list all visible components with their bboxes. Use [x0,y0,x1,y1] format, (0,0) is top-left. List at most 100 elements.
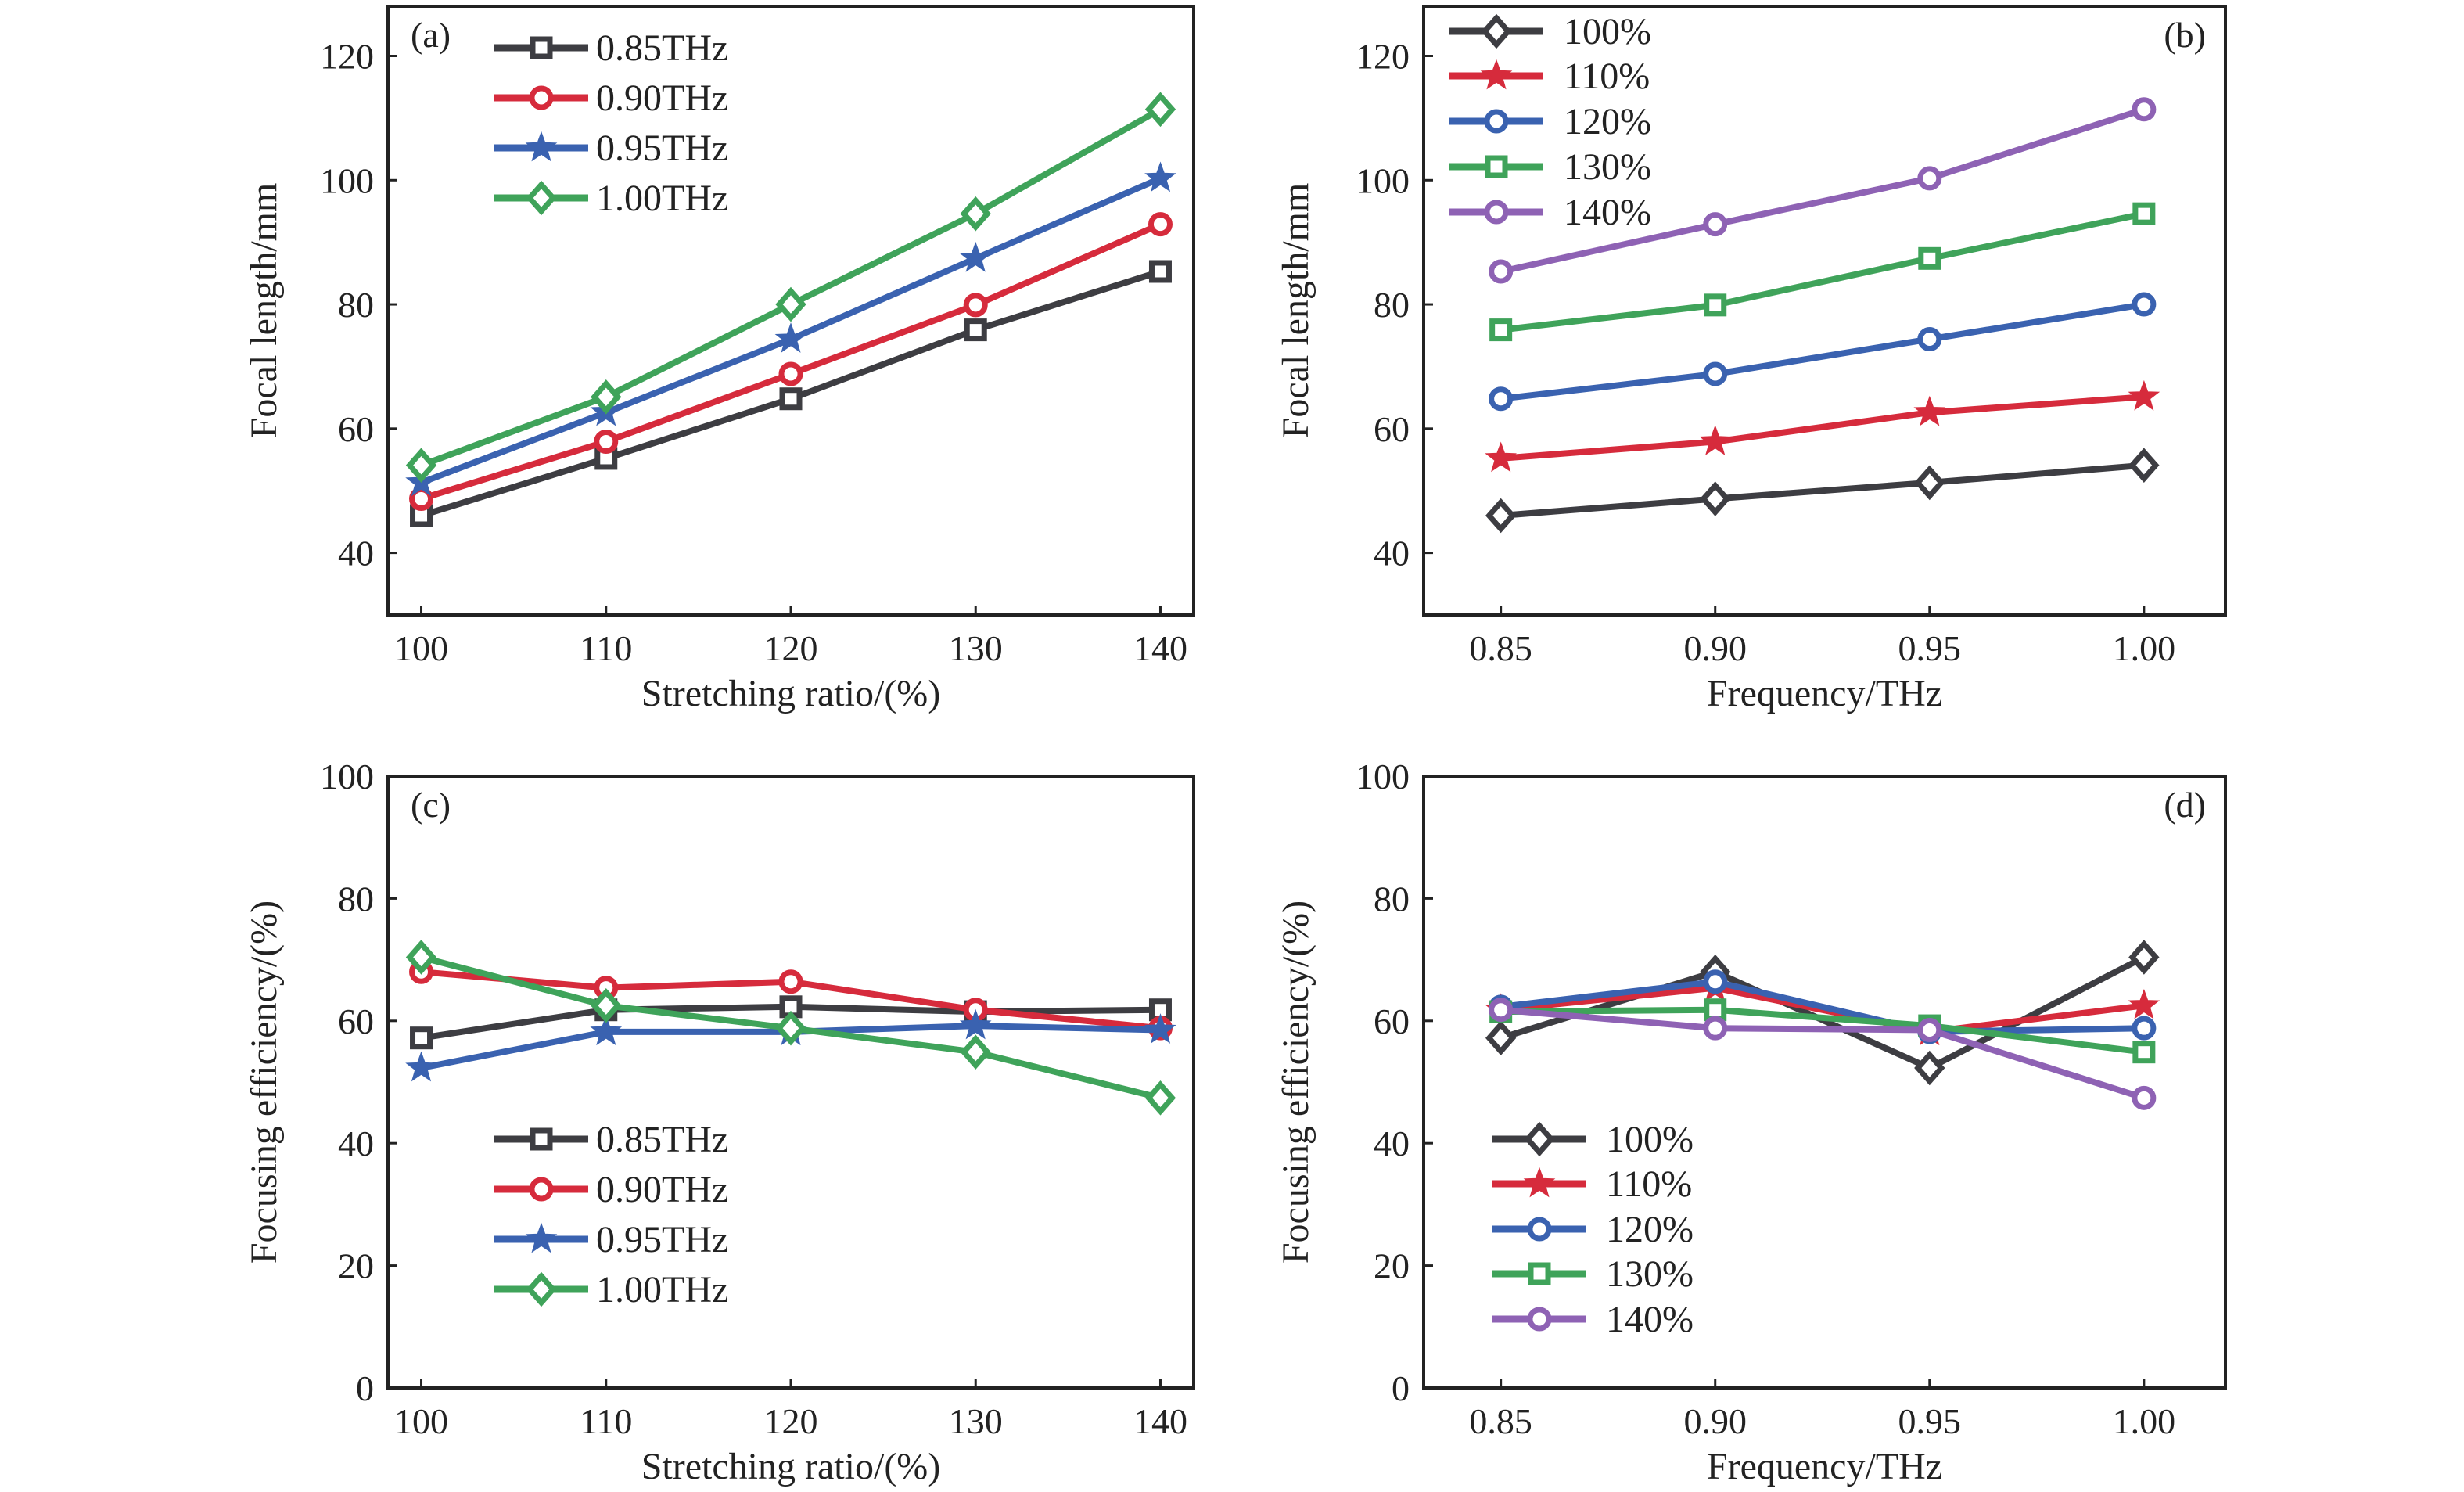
x-tick-label: 130 [949,628,1003,668]
data-point [1913,395,1946,426]
series-140 [1489,97,2157,284]
data-point [778,361,803,386]
x-tick-label: 100 [394,628,448,668]
square-marker-icon [1485,155,1508,178]
data-point [2132,1016,2157,1041]
x-tick-label: 1.00 [2113,1401,2176,1441]
legend-label: 110% [1564,56,1650,97]
x-tick-label: 0.85 [1469,1401,1532,1441]
panel-label: (a) [411,15,451,55]
legend-item: 130% [1492,1253,1694,1295]
data-point [1148,260,1172,283]
data-point [1489,386,1514,412]
y-tick-label: 80 [1374,285,1410,325]
panel-label: (c) [411,785,451,825]
data-point [1489,259,1514,284]
circle-marker-icon [1484,200,1509,225]
legend-item: 100% [1492,1119,1694,1160]
x-tick-label: 140 [1133,1401,1187,1441]
x-tick-label: 0.90 [1683,628,1747,668]
data-point [591,987,622,1023]
y-tick-label: 40 [1374,534,1410,573]
data-point [1704,293,1727,317]
legend-label: 1.00THz [596,178,728,219]
data-point [775,286,806,322]
data-point [405,1051,437,1082]
data-point [1917,1018,1942,1043]
series-100 [1485,448,2160,534]
x-axis-label: Stretching ratio/(%) [641,1446,941,1487]
data-point [1485,498,1517,534]
y-tick-label: 100 [1356,160,1410,200]
y-tick-label: 60 [1374,1001,1410,1041]
plot-frame [386,775,1195,1390]
data-point [1704,998,1727,1022]
panel-a: 100 110 120 130 140 40 60 80 100 120 Stretching ra… [243,5,1195,714]
data-point [1144,92,1176,128]
y-tick-label: 80 [338,879,374,919]
y-tick-label: 120 [1356,37,1410,77]
y-tick-label: 80 [338,285,374,325]
diamond-marker-icon [1524,1121,1555,1157]
legend-item: 0.95THz [494,1219,728,1260]
x-tick-label: 130 [949,1401,1003,1441]
legend: 100%110%120%130%140% [1449,11,1651,233]
y-tick-label: 100 [1356,757,1410,796]
circle-marker-icon [529,1177,554,1202]
legend-label: 0.85THz [596,27,728,69]
data-point [1700,481,1731,516]
y-tick-label: 40 [338,534,374,573]
data-point [1144,1013,1176,1044]
series-line [1500,1006,2145,1055]
data-point [959,241,992,272]
data-point [1148,212,1173,237]
data-point [1914,465,1945,501]
series-line [1500,978,2144,1035]
series-line [1500,394,2145,462]
x-tick-label: 120 [764,1401,818,1441]
series-line [1500,301,2145,402]
star-marker-icon [525,131,558,162]
plot-frame [1422,5,2227,617]
series-100THz [405,92,1176,483]
data-point [1703,969,1728,994]
data-point [2128,940,2160,975]
star-marker-icon [1523,1167,1556,1198]
legend-item: 0.85THz [494,27,728,69]
data-point [775,1010,806,1046]
legend: 0.85THz 0.90THz 0.95THz 1.00THz [494,27,728,219]
x-tick-label: 0.95 [1898,628,1962,668]
data-point [778,969,803,994]
data-point [594,430,619,455]
data-point [2132,1041,2156,1064]
y-tick-label: 20 [338,1246,374,1286]
legend-item: 130% [1449,146,1651,188]
legend-item: 0.90THz [494,1169,728,1210]
legend-item: 0.90THz [494,77,728,119]
legend-item: 140% [1449,192,1651,233]
data-point [1489,318,1513,342]
series-line [1500,210,2145,333]
circle-marker-icon [1484,109,1509,134]
x-tick-label: 1.00 [2113,628,2176,668]
panel-label: (d) [2164,785,2206,825]
legend-label: 100% [1606,1119,1694,1160]
star-marker-icon [525,1222,558,1253]
data-point [1917,327,1942,352]
legend-label: 130% [1606,1253,1694,1295]
legend-label: 100% [1564,11,1651,52]
circle-marker-icon [529,85,554,110]
data-point [2132,292,2157,317]
data-point [2128,379,2160,411]
square-marker-icon [530,36,553,59]
x-tick-label: 120 [764,628,818,668]
data-point [963,293,988,318]
x-tick-label: 140 [1133,628,1187,668]
data-point [2128,448,2160,483]
legend-item: 140% [1492,1299,1694,1340]
x-tick-label: 0.95 [1898,1401,1962,1441]
legend-label: 0.95THz [596,1219,728,1260]
legend-item: 1.00THz [494,178,728,219]
square-marker-icon [1528,1262,1551,1285]
